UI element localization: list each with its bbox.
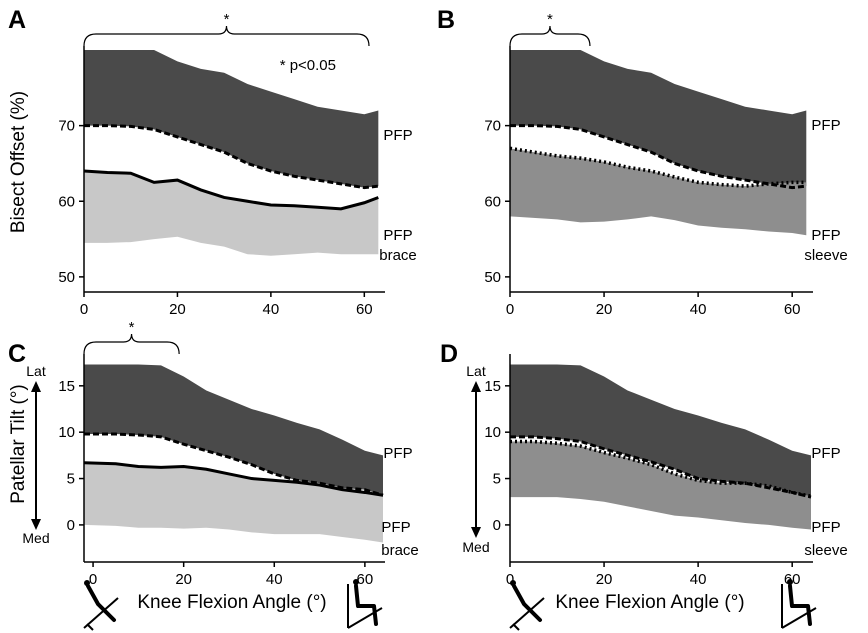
- y-tick-label: 70: [58, 118, 75, 135]
- band-pfp: [84, 50, 379, 188]
- significance-star: *: [224, 11, 230, 28]
- x-tick-label: 40: [263, 301, 280, 318]
- axes: 0 20 40 60 50 60 70: [58, 46, 385, 318]
- series-label-line2: sleeve: [804, 542, 847, 559]
- x-axis-title-left: Knee Flexion Angle (°): [137, 592, 326, 613]
- x-tick-label: 20: [169, 301, 186, 318]
- x-tick-label: 60: [784, 571, 801, 588]
- y-axis-title: Bisect Offset (%): [8, 91, 29, 233]
- series-label: PFP: [811, 117, 840, 134]
- series-label: PFP: [811, 227, 840, 244]
- direction-top-label: Lat: [466, 363, 486, 379]
- x-tick-label: 60: [356, 301, 373, 318]
- significance-bracket: [83, 333, 180, 355]
- y-tick-label: 70: [484, 118, 501, 135]
- series-label-line2: sleeve: [804, 247, 847, 264]
- significance-star: *: [547, 11, 553, 28]
- x-axis-title-right: Knee Flexion Angle (°): [555, 592, 744, 613]
- mean-line-pfp: [84, 432, 384, 497]
- y-tick-label: 10: [58, 424, 75, 441]
- y-tick-label: 10: [484, 424, 501, 441]
- plot-area: [509, 50, 807, 236]
- band-pfp-sleeve: [510, 441, 811, 530]
- y-tick-label: 0: [67, 517, 75, 534]
- y-tick-label: 0: [493, 517, 501, 534]
- band-pfp-brace: [84, 171, 379, 256]
- significance-bracket: [509, 25, 591, 47]
- x-tick-label: 0: [506, 301, 514, 318]
- axes: 0 20 40 60 50 60 70: [484, 46, 813, 318]
- knee-flexed-icon: [781, 579, 817, 629]
- panel-c: C Patellar Tilt (°) Lat Med: [8, 340, 50, 546]
- y-tick-label: 5: [493, 471, 501, 488]
- mean-line-pfp: [510, 124, 807, 190]
- series-label: PFP: [383, 227, 412, 244]
- panel-letter: C: [8, 340, 26, 368]
- axes: 0 20 40 60 0 5 10 15: [484, 354, 813, 588]
- series-label-line2: brace: [381, 542, 419, 559]
- plot-area: [510, 364, 812, 530]
- x-tick-label: 0: [506, 571, 514, 588]
- series-label: PFP: [383, 127, 412, 144]
- panel-b: B: [437, 6, 455, 34]
- y-tick-label: 60: [484, 193, 501, 210]
- significance-bracket: [83, 25, 370, 47]
- x-tick-label: 20: [175, 571, 192, 588]
- y-tick-label: 50: [484, 269, 501, 286]
- y-tick-label: 60: [58, 193, 75, 210]
- significance-star: *: [129, 319, 135, 336]
- direction-bottom-label: Med: [22, 530, 49, 546]
- knee-extended-icon: [509, 580, 545, 631]
- band-pfp: [84, 364, 383, 496]
- axes: 0 20 40 60 0 5 10 15: [58, 354, 385, 588]
- plot-area: [83, 50, 379, 256]
- series-label: PFP: [811, 519, 840, 536]
- panel-d: D Lat Med: [440, 340, 490, 555]
- panel-letter: A: [8, 6, 26, 34]
- mean-line-pfp-brace: [83, 169, 379, 211]
- knee-extended-icon: [83, 580, 119, 631]
- series-label: PFP: [383, 445, 412, 462]
- y-tick-label: 50: [58, 269, 75, 286]
- x-tick-label: 60: [357, 571, 374, 588]
- plot-area: [83, 364, 384, 543]
- y-tick-label: 5: [67, 471, 75, 488]
- x-tick-label: 20: [596, 571, 613, 588]
- series-label: PFP: [381, 519, 410, 536]
- band-pfp-brace: [84, 462, 383, 543]
- direction-arrow: [31, 381, 41, 530]
- series-label-line2: brace: [379, 247, 417, 264]
- x-tick-label: 0: [80, 301, 88, 318]
- mean-line-pfp-sleeve: [510, 439, 812, 498]
- y-tick-label: 15: [484, 378, 501, 395]
- panel-a: A Bisect Offset (%) * p<0.05: [8, 6, 336, 233]
- y-tick-label: 15: [58, 378, 75, 395]
- x-tick-label: 40: [266, 571, 283, 588]
- band-pfp: [510, 50, 807, 188]
- direction-top-label: Lat: [26, 363, 46, 379]
- mean-line-pfp-sleeve: [509, 146, 807, 188]
- x-tick-label: 20: [596, 301, 613, 318]
- mean-line-pfp-brace: [83, 461, 384, 497]
- band-pfp: [510, 364, 811, 498]
- series-label: PFP: [811, 445, 840, 462]
- direction-bottom-label: Med: [462, 539, 489, 555]
- x-tick-label: 40: [690, 301, 707, 318]
- x-tick-label: 0: [89, 571, 97, 588]
- y-axis-title: Patellar Tilt (°): [8, 384, 29, 504]
- band-pfp-sleeve: [510, 148, 807, 236]
- direction-arrow: [471, 381, 481, 538]
- knee-flexed-icon: [347, 579, 383, 629]
- x-tick-label: 60: [784, 301, 801, 318]
- x-tick-label: 40: [690, 571, 707, 588]
- panel-letter: D: [440, 340, 458, 368]
- panel-letter: B: [437, 6, 455, 34]
- mean-line-pfp: [84, 124, 379, 190]
- significance-note: * p<0.05: [280, 57, 336, 74]
